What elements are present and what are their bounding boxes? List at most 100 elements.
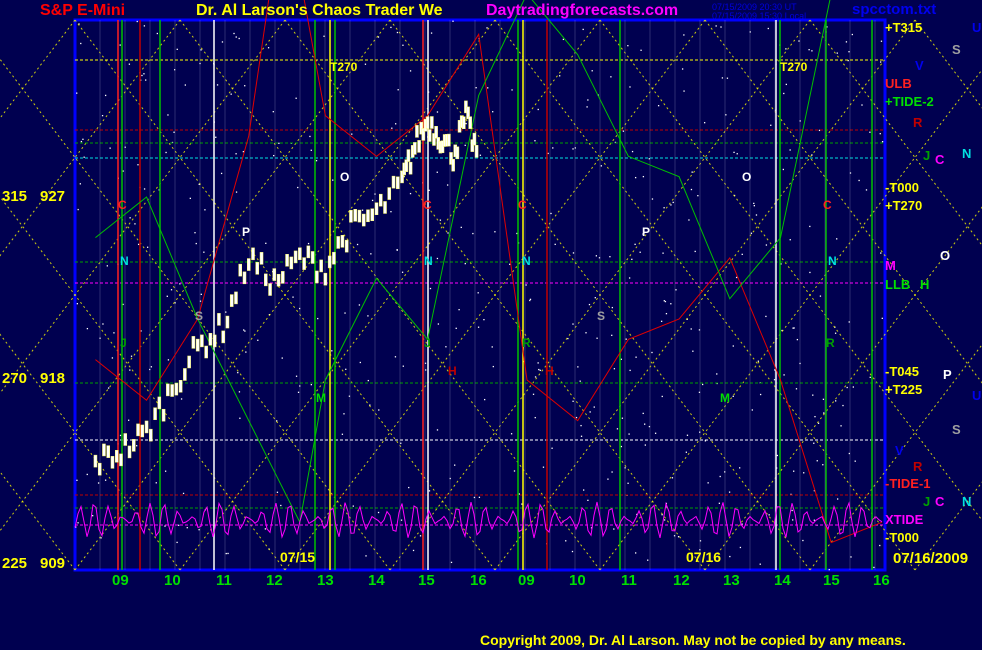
- background-dot: [575, 416, 578, 419]
- background-dot: [477, 326, 480, 328]
- background-dot: [640, 49, 642, 51]
- price-bar: [272, 268, 277, 281]
- background-dot: [367, 379, 369, 382]
- price-bar: [285, 254, 289, 267]
- background-dot: [686, 318, 688, 320]
- background-dot: [751, 409, 753, 411]
- background-dot: [683, 34, 685, 36]
- background-dot: [477, 292, 479, 294]
- background-dot: [101, 114, 104, 117]
- background-dot: [92, 515, 94, 517]
- background-dot: [781, 329, 783, 332]
- planet-letter: J: [923, 148, 931, 163]
- price-bar: [191, 336, 196, 349]
- background-dot: [725, 114, 727, 116]
- background-dot: [854, 460, 856, 462]
- grid-diagonal: [284, 19, 706, 571]
- y-price-909: 909: [40, 555, 66, 572]
- background-dot: [460, 226, 462, 229]
- background-dot: [75, 526, 77, 528]
- chart-marker: C: [423, 198, 432, 212]
- instrument-title: S&P E-Mini: [40, 2, 126, 19]
- price-bar: [119, 453, 123, 467]
- red-forecast-curve: [95, 0, 883, 544]
- background-dot: [750, 232, 753, 234]
- background-dot: [610, 76, 612, 78]
- background-dot: [242, 150, 245, 153]
- background-dot: [739, 546, 742, 549]
- background-dot: [264, 528, 267, 530]
- background-dot: [759, 563, 761, 565]
- grid-diagonal: [494, 19, 916, 571]
- background-dot: [663, 519, 666, 521]
- chart-marker: C: [518, 198, 527, 212]
- price-bar: [400, 170, 404, 184]
- background-dot: [409, 70, 412, 72]
- background-dot: [143, 188, 146, 190]
- background-dot: [572, 323, 574, 325]
- background-dot: [848, 452, 850, 455]
- background-dot: [244, 85, 246, 87]
- price-bar: [238, 263, 242, 277]
- price-bar: [136, 423, 140, 437]
- background-dot: [409, 192, 412, 195]
- x-tick-label: 10: [164, 572, 181, 589]
- right-level-label: +TIDE-2: [885, 94, 934, 109]
- background-dot: [631, 150, 634, 153]
- chart-marker: O: [340, 170, 350, 184]
- grid-diagonal: [0, 19, 391, 532]
- x-tick-label: 10: [569, 572, 586, 589]
- background-dot: [634, 176, 637, 179]
- background-dot: [358, 304, 361, 306]
- background-dot: [525, 284, 527, 286]
- x-tick-label: 14: [368, 572, 385, 589]
- background-dot: [369, 404, 371, 406]
- background-dot: [688, 219, 690, 221]
- background-dot: [647, 559, 649, 561]
- background-dot: [436, 171, 438, 173]
- background-dot: [429, 287, 432, 290]
- background-dot: [104, 94, 107, 97]
- background-dot: [586, 106, 588, 108]
- background-dot: [611, 471, 613, 473]
- price-bar: [396, 176, 400, 190]
- background-dot: [703, 122, 706, 124]
- background-dot: [813, 490, 816, 492]
- background-dot: [651, 198, 654, 200]
- background-dot: [77, 208, 79, 211]
- background-dot: [235, 191, 238, 193]
- time-local: 07/15/2009 15:30 Local: [712, 11, 807, 21]
- background-dot: [367, 315, 369, 317]
- background-dot: [704, 440, 707, 442]
- price-bar: [468, 116, 472, 129]
- background-dot: [783, 92, 785, 95]
- background-dot: [572, 148, 574, 150]
- price-bar: [374, 202, 379, 215]
- background-dot: [378, 409, 380, 411]
- background-dot: [644, 423, 646, 425]
- background-dot: [735, 276, 738, 279]
- background-dot: [614, 141, 617, 144]
- background-dot: [664, 300, 667, 303]
- background-dot: [628, 433, 630, 435]
- background-dot: [665, 506, 667, 508]
- background-dot: [579, 380, 581, 382]
- planet-letter: V: [895, 443, 904, 458]
- background-dot: [736, 153, 738, 155]
- price-bar: [344, 239, 349, 253]
- site-link[interactable]: Daytradingforecasts.com: [486, 2, 679, 19]
- planet-letter: N: [962, 146, 972, 161]
- price-bar: [127, 445, 132, 459]
- background-dot: [715, 25, 717, 27]
- background-dot: [677, 536, 680, 538]
- background-dot: [137, 164, 139, 166]
- background-dot: [793, 327, 795, 329]
- background-dot: [198, 529, 200, 531]
- background-dot: [194, 232, 196, 234]
- background-dot: [145, 79, 147, 81]
- background-dot: [473, 496, 476, 499]
- price-bar: [357, 209, 362, 223]
- background-dot: [865, 189, 868, 191]
- background-dot: [732, 395, 734, 397]
- background-dot: [571, 550, 574, 553]
